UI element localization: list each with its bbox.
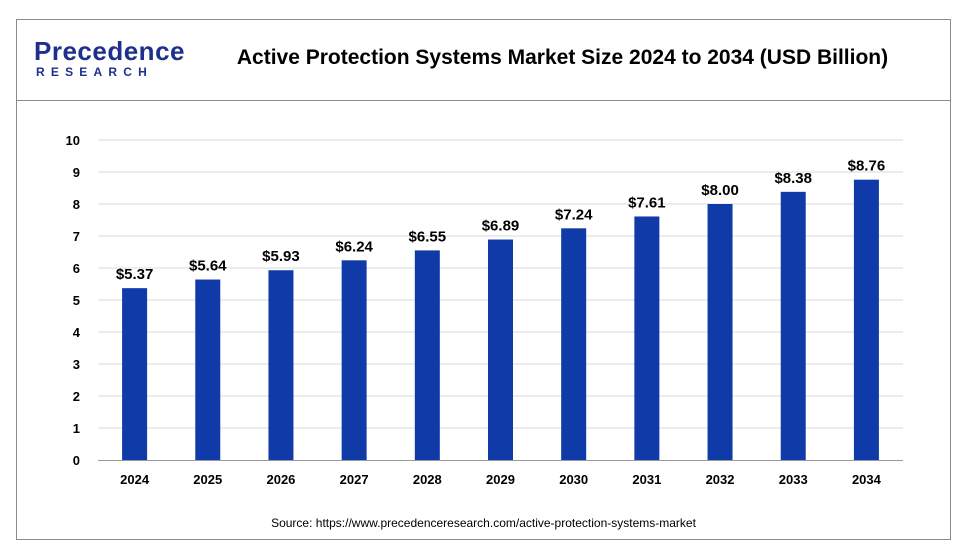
data-label: $8.00 — [701, 182, 739, 199]
y-tick-label: 5 — [73, 293, 80, 308]
data-label: $8.76 — [848, 158, 886, 175]
x-tick-label: 2029 — [486, 472, 515, 487]
x-tick-label: 2025 — [193, 472, 222, 487]
data-label: $6.55 — [409, 228, 447, 245]
precedence-research-logo: Precedence RESEARCH — [34, 37, 184, 87]
bar-2028 — [414, 250, 440, 460]
bar-2024 — [122, 288, 148, 460]
x-tick-label: 2026 — [266, 472, 295, 487]
x-tick-label: 2030 — [559, 472, 588, 487]
source-note: Source: https://www.precedenceresearch.c… — [271, 516, 696, 530]
logo-subtitle: RESEARCH — [36, 65, 153, 79]
data-label: $5.64 — [189, 258, 227, 275]
x-tick-label: 2033 — [779, 472, 808, 487]
header-divider — [16, 100, 951, 101]
bar-2030 — [561, 228, 587, 460]
data-label: $5.93 — [262, 248, 300, 265]
x-tick-label: 2032 — [706, 472, 735, 487]
bar-2034 — [853, 179, 879, 460]
data-label: $7.24 — [555, 206, 593, 223]
x-tick-label: 2027 — [340, 472, 369, 487]
bar-2029 — [488, 239, 513, 460]
data-label: $7.61 — [628, 194, 666, 211]
bar-2032 — [707, 204, 733, 460]
data-label: $6.24 — [335, 238, 373, 255]
y-tick-label: 3 — [73, 357, 80, 372]
x-tick-label: 2034 — [852, 472, 882, 487]
bar-2026 — [268, 270, 294, 460]
bar-2033 — [780, 191, 806, 460]
y-tick-label: 9 — [73, 165, 80, 180]
bar-2027 — [341, 260, 367, 460]
data-label: $6.89 — [482, 218, 520, 235]
y-tick-label: 4 — [73, 325, 81, 340]
x-axis-ticks: 2024 2025 2026 2027 2028 2029 2030 2031 2032 2033… — [120, 472, 882, 487]
y-tick-label: 6 — [73, 261, 80, 276]
chart-frame — [16, 19, 951, 540]
y-tick-label: 2 — [73, 389, 80, 404]
logo-wordmark: Precedence — [34, 36, 185, 66]
y-axis-ticks: 0 1 2 3 4 5 6 7 8 9 10 — [66, 133, 81, 468]
x-tick-label: 2028 — [413, 472, 442, 487]
bar-2031 — [634, 216, 660, 460]
y-tick-label: 1 — [73, 421, 80, 436]
data-label: $5.37 — [116, 266, 154, 283]
data-labels: $5.37 $5.64 $5.93 $6.24 $6.55 $6.89 $7.24 $7.61… — [116, 158, 885, 283]
bar-2025 — [195, 279, 221, 460]
y-tick-label: 0 — [73, 453, 80, 468]
chart-title: Active Protection Systems Market Size 20… — [236, 46, 889, 69]
y-tick-label: 8 — [73, 197, 80, 212]
y-tick-label: 10 — [66, 133, 80, 148]
bars — [122, 179, 879, 460]
x-tick-label: 2024 — [120, 472, 150, 487]
x-tick-label: 2031 — [632, 472, 661, 487]
y-tick-label: 7 — [73, 229, 80, 244]
data-label: $8.38 — [774, 170, 812, 187]
